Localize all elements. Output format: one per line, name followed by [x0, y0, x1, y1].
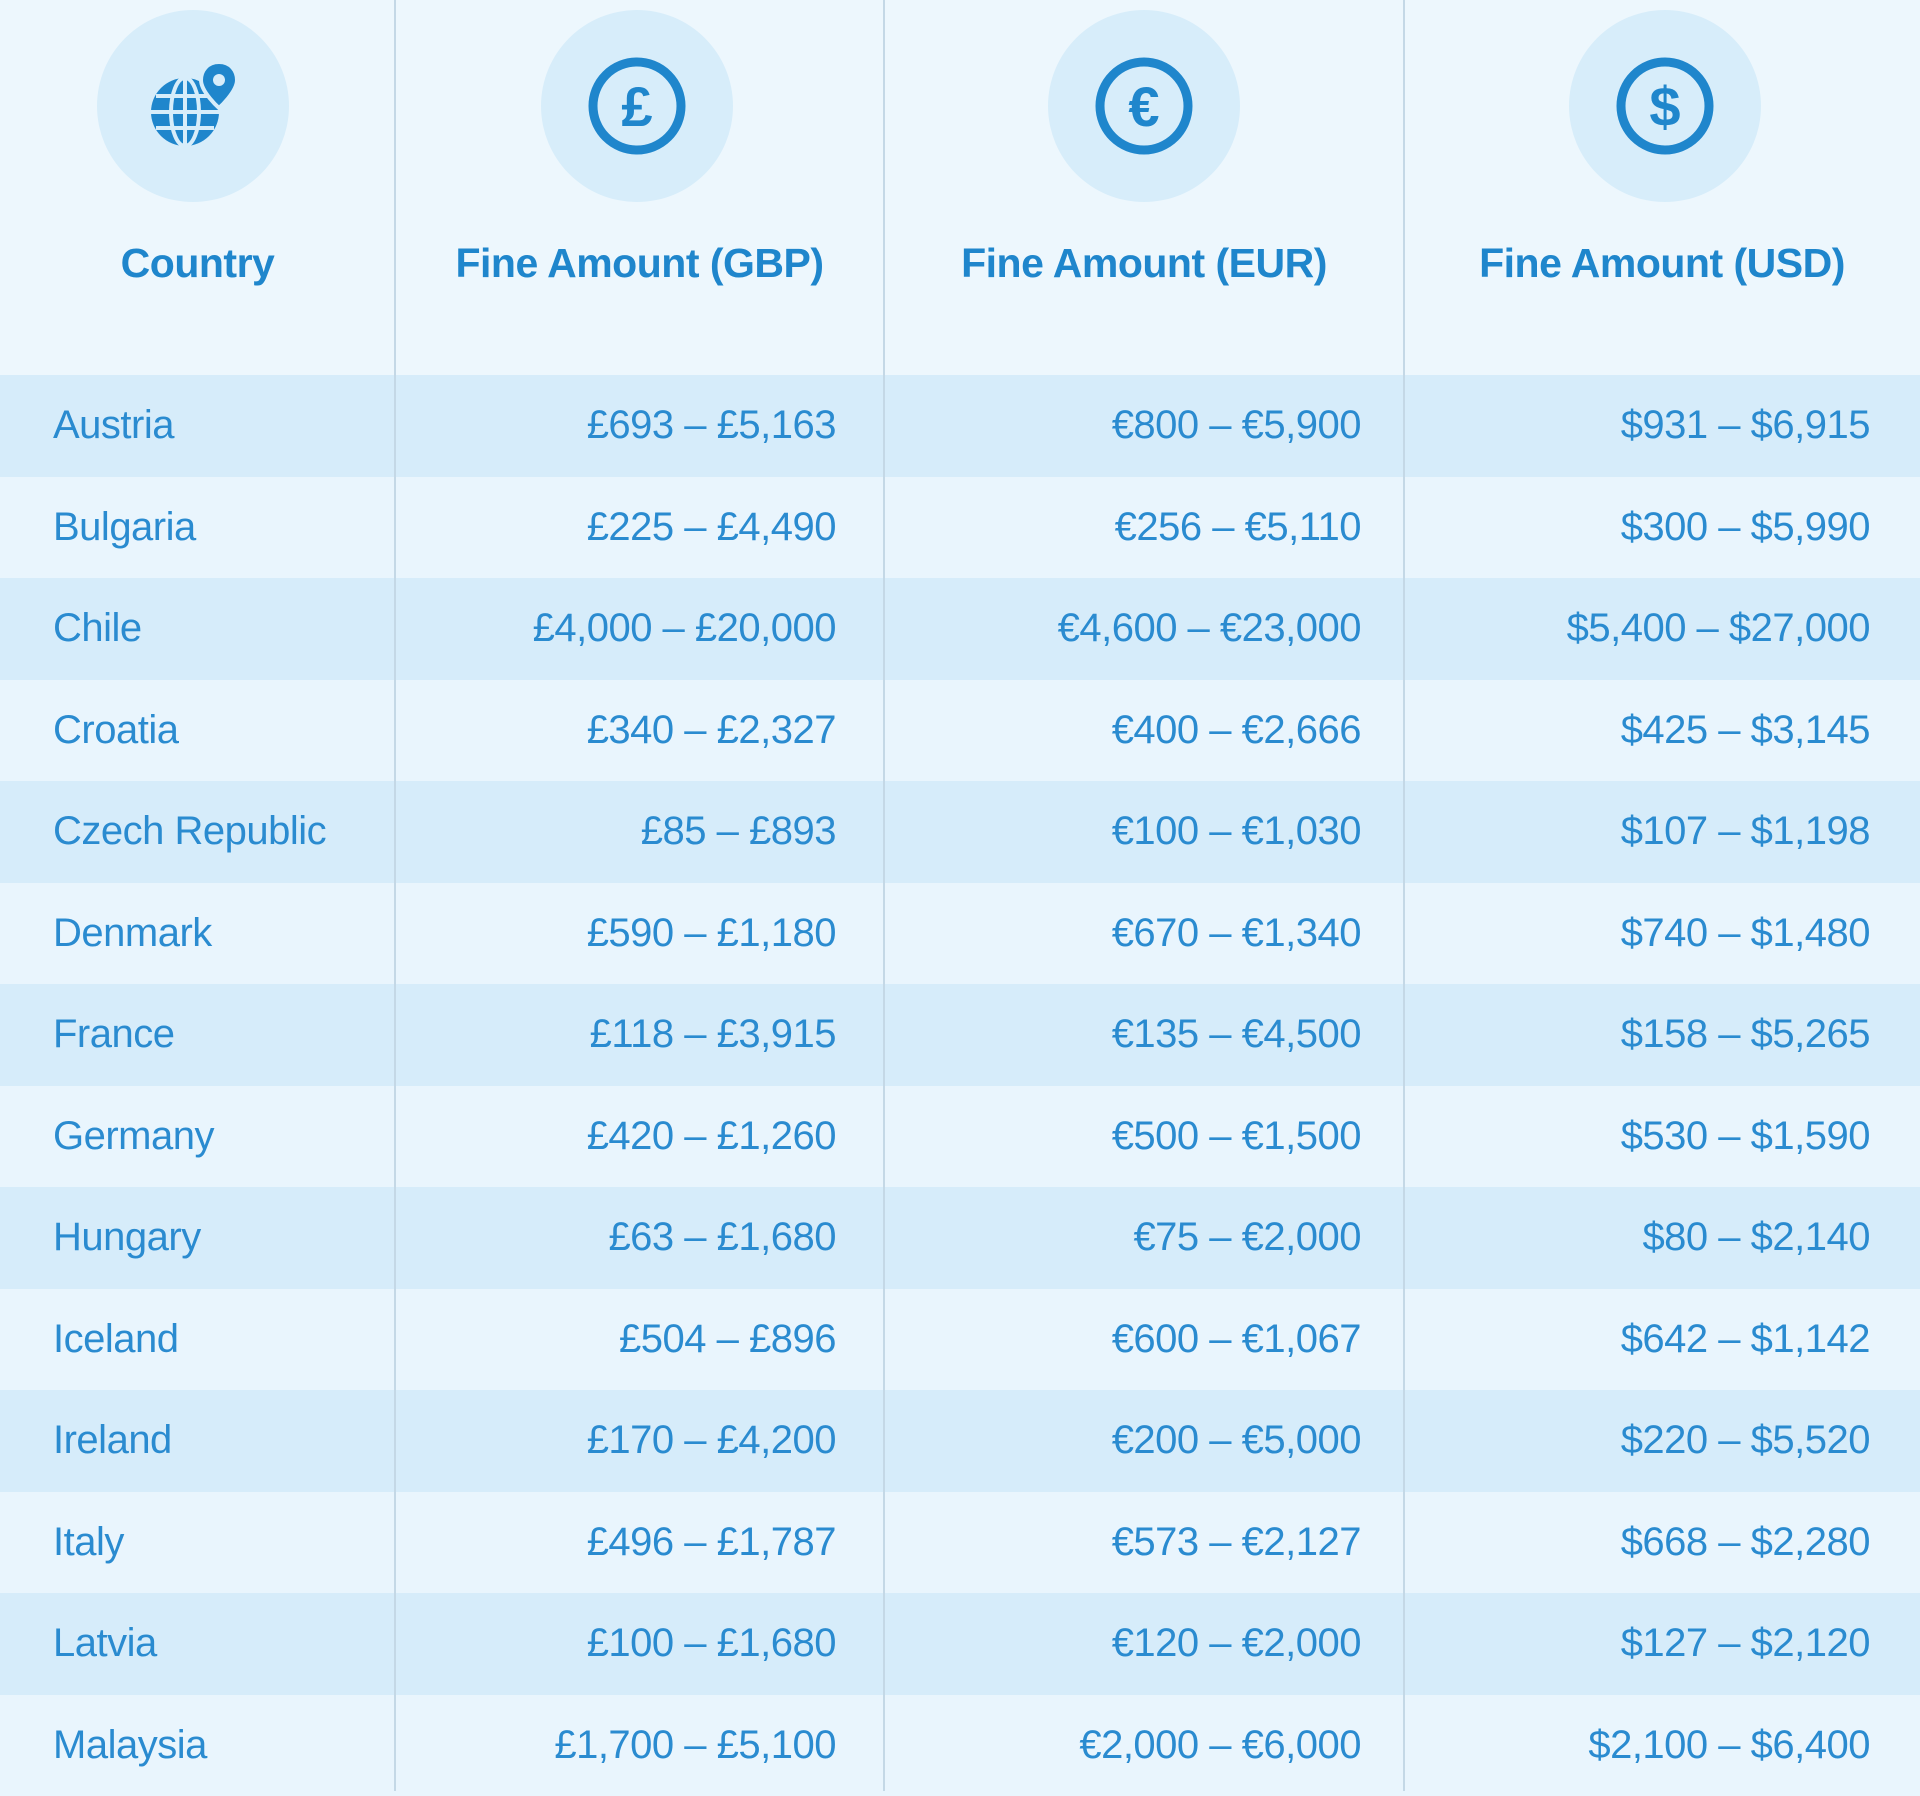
- eur-cell: €120 – €2,000: [1112, 1593, 1361, 1695]
- eur-cell: €400 – €2,666: [1112, 680, 1361, 782]
- table-row: Bulgaria £225 – £4,490 €256 – €5,110 $30…: [0, 477, 1920, 579]
- usd-cell: $127 – $2,120: [1621, 1593, 1870, 1695]
- table-row: Italy £496 – £1,787 €573 – €2,127 $668 –…: [0, 1492, 1920, 1594]
- country-cell: Malaysia: [53, 1695, 207, 1796]
- column-divider: [1403, 0, 1405, 1791]
- country-cell: Hungary: [53, 1187, 201, 1289]
- country-cell: Austria: [53, 375, 174, 477]
- gbp-cell: £100 – £1,680: [587, 1593, 836, 1695]
- table-row: Croatia £340 – £2,327 €400 – €2,666 $425…: [0, 680, 1920, 782]
- usd-cell: $5,400 – $27,000: [1567, 578, 1870, 680]
- table-row: Denmark £590 – £1,180 €670 – €1,340 $740…: [0, 883, 1920, 985]
- gbp-cell: £63 – £1,680: [608, 1187, 836, 1289]
- header-usd: $ Fine Amount (USD): [1404, 0, 1920, 375]
- eur-cell: €4,600 – €23,000: [1058, 578, 1361, 680]
- gbp-cell: £170 – £4,200: [587, 1390, 836, 1492]
- eur-cell: €135 – €4,500: [1112, 984, 1361, 1086]
- usd-cell: $300 – $5,990: [1621, 477, 1870, 579]
- table-row: Latvia £100 – £1,680 €120 – €2,000 $127 …: [0, 1593, 1920, 1695]
- usd-cell: $107 – $1,198: [1621, 781, 1870, 883]
- country-cell: Denmark: [53, 883, 212, 985]
- usd-cell: $642 – $1,142: [1621, 1289, 1870, 1391]
- eur-cell: €256 – €5,110: [1115, 477, 1361, 579]
- header-gbp: £ Fine Amount (GBP): [395, 0, 884, 375]
- country-cell: Czech Republic: [53, 781, 326, 883]
- eur-cell: €600 – €1,067: [1112, 1289, 1361, 1391]
- usd-cell: $530 – $1,590: [1621, 1086, 1870, 1188]
- table-row: Malaysia £1,700 – £5,100 €2,000 – €6,000…: [0, 1695, 1920, 1796]
- svg-text:€: €: [1128, 75, 1159, 138]
- gbp-cell: £85 – £893: [641, 781, 836, 883]
- dollar-coin-icon: $: [1569, 10, 1761, 202]
- eur-cell: €100 – €1,030: [1112, 781, 1361, 883]
- column-divider: [394, 0, 396, 1791]
- table-row: Austria £693 – £5,163 €800 – €5,900 $931…: [0, 375, 1920, 477]
- header-country: Country: [0, 0, 395, 375]
- header-eur: € Fine Amount (EUR): [884, 0, 1404, 375]
- usd-cell: $668 – $2,280: [1621, 1492, 1870, 1594]
- table-row: France £118 – £3,915 €135 – €4,500 $158 …: [0, 984, 1920, 1086]
- country-cell: Iceland: [53, 1289, 178, 1391]
- gbp-cell: £4,000 – £20,000: [533, 578, 836, 680]
- gbp-cell: £496 – £1,787: [587, 1492, 836, 1594]
- header-gbp-label: Fine Amount (GBP): [395, 240, 884, 287]
- eur-cell: €670 – €1,340: [1112, 883, 1361, 985]
- country-cell: Ireland: [53, 1390, 172, 1492]
- globe-location-icon: [97, 10, 289, 202]
- usd-cell: $740 – $1,480: [1621, 883, 1870, 985]
- country-cell: Croatia: [53, 680, 178, 782]
- eur-cell: €573 – €2,127: [1112, 1492, 1361, 1594]
- eur-cell: €800 – €5,900: [1112, 375, 1361, 477]
- svg-text:$: $: [1649, 75, 1680, 138]
- header-usd-label: Fine Amount (USD): [1404, 240, 1920, 287]
- header-country-label: Country: [0, 240, 395, 287]
- gbp-cell: £504 – £896: [619, 1289, 836, 1391]
- country-cell: Germany: [53, 1086, 214, 1188]
- usd-cell: $931 – $6,915: [1621, 375, 1870, 477]
- svg-text:£: £: [621, 75, 652, 138]
- column-divider: [883, 0, 885, 1791]
- table-row: Czech Republic £85 – £893 €100 – €1,030 …: [0, 781, 1920, 883]
- gbp-cell: £118 – £3,915: [590, 984, 836, 1086]
- country-cell: Chile: [53, 578, 142, 680]
- usd-cell: $220 – $5,520: [1621, 1390, 1870, 1492]
- table-row: Ireland £170 – £4,200 €200 – €5,000 $220…: [0, 1390, 1920, 1492]
- eur-cell: €2,000 – €6,000: [1079, 1695, 1361, 1796]
- country-cell: France: [53, 984, 175, 1086]
- gbp-cell: £1,700 – £5,100: [554, 1695, 836, 1796]
- eur-cell: €500 – €1,500: [1112, 1086, 1361, 1188]
- usd-cell: $158 – $5,265: [1621, 984, 1870, 1086]
- table-body: Austria £693 – £5,163 €800 – €5,900 $931…: [0, 375, 1920, 1796]
- table-header: Country £ Fine Amount (GBP) € Fine Amoun…: [0, 0, 1920, 375]
- usd-cell: $2,100 – $6,400: [1588, 1695, 1870, 1796]
- gbp-cell: £420 – £1,260: [587, 1086, 836, 1188]
- country-cell: Latvia: [53, 1593, 157, 1695]
- table-row: Iceland £504 – £896 €600 – €1,067 $642 –…: [0, 1289, 1920, 1391]
- header-eur-label: Fine Amount (EUR): [884, 240, 1404, 287]
- eur-cell: €200 – €5,000: [1112, 1390, 1361, 1492]
- gbp-cell: £340 – £2,327: [587, 680, 836, 782]
- gbp-cell: £225 – £4,490: [587, 477, 836, 579]
- gbp-cell: £590 – £1,180: [587, 883, 836, 985]
- table-row: Chile £4,000 – £20,000 €4,600 – €23,000 …: [0, 578, 1920, 680]
- country-cell: Italy: [53, 1492, 124, 1594]
- pound-coin-icon: £: [541, 10, 733, 202]
- usd-cell: $425 – $3,145: [1621, 680, 1870, 782]
- euro-coin-icon: €: [1048, 10, 1240, 202]
- usd-cell: $80 – $2,140: [1642, 1187, 1870, 1289]
- table-row: Germany £420 – £1,260 €500 – €1,500 $530…: [0, 1086, 1920, 1188]
- eur-cell: €75 – €2,000: [1133, 1187, 1361, 1289]
- country-cell: Bulgaria: [53, 477, 196, 579]
- table-row: Hungary £63 – £1,680 €75 – €2,000 $80 – …: [0, 1187, 1920, 1289]
- gbp-cell: £693 – £5,163: [587, 375, 836, 477]
